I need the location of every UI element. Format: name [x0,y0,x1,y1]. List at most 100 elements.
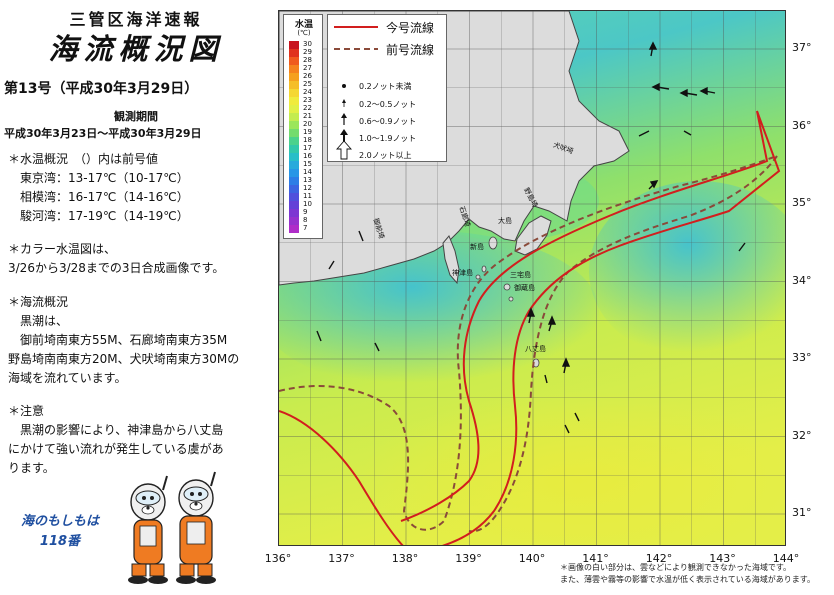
legend-speed-arrow-4-icon [336,140,352,160]
previous-current-line [279,155,778,533]
scale-level: 20 [289,120,323,129]
caution-line2: にかけて強い流れが発生している虞があ [8,442,224,456]
scale-label: 16 [303,152,312,160]
scale-label: 17 [303,144,312,152]
longitude-tick: 144° [772,552,800,565]
caution-line1: 黒潮の影響により、神津島から八丈島 [20,423,224,437]
emergency-caption-line1: 海のもしもは [20,514,99,529]
scale-swatch [289,65,299,73]
current-summary: ＊海流概況 黒潮は、 御前埼南東方55M、石廊埼南東方35M 野島埼南南東方20… [8,293,239,388]
observation-period: 平成30年3月23日～平成30年3月29日 [4,127,202,140]
scale-swatch [289,145,299,153]
longitude-tick: 141° [582,552,609,565]
scale-label: 11 [303,192,312,200]
scale-label: 20 [303,120,312,128]
scale-swatch [289,121,299,129]
mascot-right [176,471,216,584]
scale-level: 15 [289,160,323,169]
scale-label: 10 [303,200,312,208]
mascot-illustration [128,471,216,584]
observation-label: 観測期間 [114,110,158,123]
emergency-caption: 海のもしもは 118番 [10,512,110,552]
scale-level: 13 [289,176,323,185]
scale-level: 29 [289,48,323,57]
scale-level: 28 [289,56,323,65]
latitude-tick: 37° [792,41,812,54]
water-temp-tokyo: 東京湾：13-17℃（10-17℃） [20,171,189,185]
land-izu-peninsula [442,235,460,285]
water-temp-suruga: 駿河湾：17-19℃（14-19℃） [20,209,189,223]
scale-label: 27 [303,64,312,72]
scale-level: 7 [289,224,323,233]
footnote-line2: また、薄雲や霧等の影響で水温が低く表示されている海域があります。 [560,575,815,584]
current-line4: 海域を流れています。 [8,371,127,385]
latitude-tick: 34° [792,273,812,287]
scale-level: 21 [289,112,323,121]
scale-level: 24 [289,88,323,97]
latitude-tick: 32° [792,428,812,442]
scale-label: 29 [303,48,312,56]
latitude-tick: 31° [792,506,812,519]
current-title: ＊海流概況 [8,295,69,309]
scale-label: 14 [303,168,312,176]
map-legend: 今号流線 前号流線 0.2ノット未満 0.2～0.5ノット 0.6～0.9ノット… [327,14,447,162]
caution-note: ＊注意 黒潮の影響により、神津島から八丈島 にかけて強い流れが発生している虞があ… [8,402,224,478]
current-line2: 御前埼南東方55M、石廊埼南東方35M [20,333,228,347]
scale-level: 27 [289,64,323,73]
scale-label: 12 [303,184,312,192]
scale-swatch [289,177,299,185]
scale-unit: (℃) [297,29,311,37]
island-kozushima [475,274,481,280]
latitude-tick: 33° [792,351,812,364]
mascot-left [128,475,168,584]
scale-level: 11 [289,192,323,201]
bulletin-series: 三管区海洋速報 [69,10,203,29]
place-oshima: 大島 [498,217,512,225]
legend-speed-1: 0.2～0.5ノット [359,100,417,109]
longitude-tick: 136° [264,552,292,565]
bulletin-title: 海流概況図 [48,32,224,66]
island-oshima [488,236,498,250]
scale-swatch [289,153,299,161]
longitude-tick: 138° [391,552,419,565]
scale-label: 21 [303,112,312,120]
scale-label: 8 [303,216,308,224]
legend-graphics [334,26,378,160]
scale-label: 24 [303,88,312,96]
scale-swatch [289,81,299,89]
emergency-caption-line2: 118番 [39,534,81,549]
scale-label: 15 [303,160,312,168]
scale-level: 23 [289,96,323,105]
longitude-tick: 137° [328,552,355,565]
legend-speed-0: 0.2ノット未満 [359,82,412,91]
latitude-tick: 35° [792,196,812,209]
current-vectors [316,41,746,434]
color-map-line2: 3/26から3/28までの3日合成画像です。 [8,261,225,275]
legend-speed-4: 2.0ノット以上 [359,151,412,160]
place-mikurajima: 御蔵島 [514,284,535,292]
scale-level: 25 [289,80,323,89]
current-line1: 黒潮は、 [20,314,69,328]
scale-level: 14 [289,168,323,177]
scale-swatch [289,169,299,177]
current-line3: 野島埼南南東方20M、犬吠埼南東方30Mの [8,352,240,366]
scale-swatch [289,217,299,225]
scale-level: 18 [289,136,323,145]
scale-swatch [289,89,299,97]
legend-speed-2: 0.6～0.9ノット [359,117,417,126]
scale-swatch [289,129,299,137]
info-panel: 三管区海洋速報 海流概況図 第13号（平成30年3月29日） 観測期間 平成30… [0,0,272,595]
scale-swatch [289,137,299,145]
scale-label: 18 [303,136,312,144]
legend-previous-label: 前号流線 [386,43,435,57]
water-temp-summary: ＊水温概況 （）内は前号値 東京湾：13-17℃（10-17℃） 相模湾：16-… [8,150,189,226]
scale-title: 水温 [294,20,313,30]
longitude-tick: 140° [518,552,546,565]
caution-title: ＊注意 [8,404,45,418]
longitude-tick: 142° [645,552,673,565]
scale-level: 9 [289,208,323,217]
scale-label: 25 [303,80,312,88]
scale-label: 19 [303,128,312,136]
latitude-tick: 36° [792,118,812,132]
scale-swatch [289,201,299,209]
